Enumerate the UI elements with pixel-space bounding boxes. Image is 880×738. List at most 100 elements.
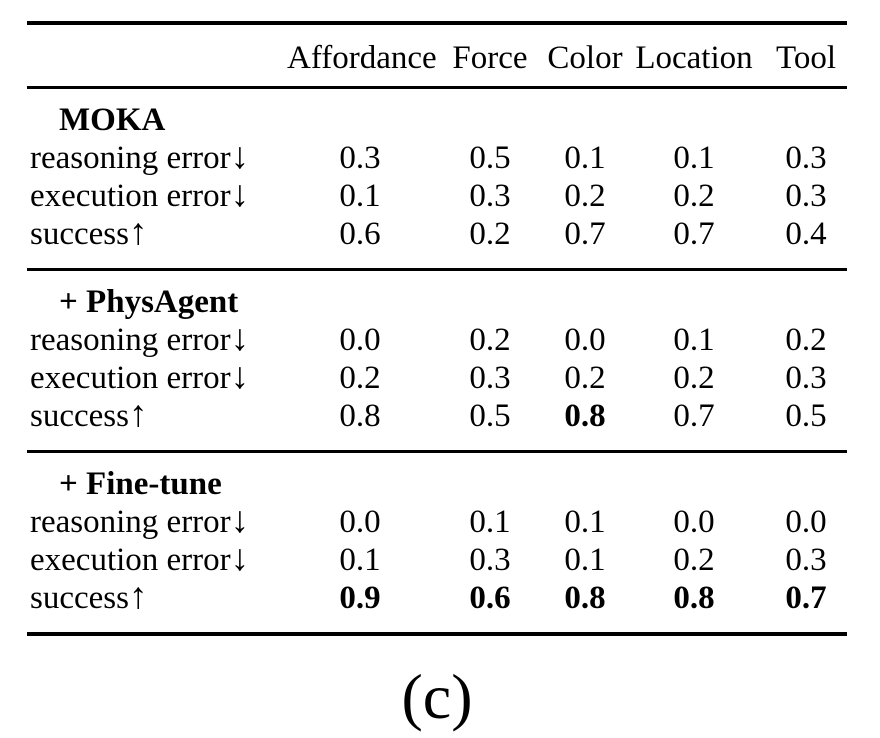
row-label-cell: success↑	[27, 211, 287, 270]
table-cell: 0.5	[469, 398, 511, 434]
table-cell: 0.7	[564, 216, 606, 252]
table-cell: 0.3	[469, 360, 511, 396]
table-cell: 0.1	[673, 322, 715, 358]
column-header-force: Force	[452, 40, 528, 76]
table-row: execution error↓ 0.1 0.3 0.2 0.2 0.3	[27, 173, 847, 214]
subfigure-caption: (c)	[401, 661, 473, 732]
table-cell: 0.1	[339, 178, 381, 214]
table-cell: 0.1	[469, 504, 511, 540]
up-arrow-icon: ↑	[128, 575, 148, 616]
table-row: reasoning error↓ 0.3 0.5 0.1 0.1 0.3	[27, 135, 847, 176]
table-cell: 0.0	[339, 322, 381, 358]
row-label: reasoning error	[30, 504, 231, 540]
table-cell: 0.1	[564, 542, 606, 578]
table-cell: 0.3	[469, 542, 511, 578]
row-label: reasoning error	[30, 322, 231, 358]
table-cell: 0.8	[339, 398, 381, 434]
column-header-color: Color	[547, 40, 623, 76]
table-cell: 0.2	[564, 178, 606, 214]
table-row: execution error↓ 0.1 0.3 0.1 0.2 0.3	[27, 539, 847, 578]
table-row: success↑ 0.9 0.6 0.8 0.8 0.7	[27, 575, 847, 634]
down-arrow-icon: ↓	[230, 317, 250, 358]
table-row: reasoning error↓ 0.0 0.1 0.1 0.0 0.0	[27, 499, 847, 540]
table-cell: 0.2	[469, 216, 511, 252]
table-cell: 0.8	[564, 580, 606, 616]
group-header-row: MOKA	[27, 88, 847, 139]
group-header-spacer	[287, 88, 847, 139]
row-label-cell: success↑	[27, 395, 287, 452]
table-cell: 0.2	[673, 360, 715, 396]
table-cell: 0.0	[785, 504, 827, 540]
table-cell: 0.3	[469, 178, 511, 214]
table-cell: 0.5	[785, 398, 827, 434]
table-cell: 0.3	[339, 140, 381, 176]
down-arrow-icon: ↓	[230, 173, 250, 214]
row-label: execution error	[30, 542, 231, 578]
table-cell: 0.0	[564, 322, 606, 358]
group-name: + Fine-tune	[59, 466, 222, 502]
group-name: MOKA	[59, 102, 166, 138]
results-table: Affordance Force Color Location Tool MOK…	[27, 21, 847, 636]
section-physagent: + PhysAgent reasoning error↓ 0.0 0.2 0.0…	[27, 270, 847, 452]
row-label-cell: execution error↓	[27, 539, 287, 578]
table-cell: 0.3	[785, 178, 827, 214]
up-arrow-icon: ↑	[128, 211, 148, 252]
group-header-spacer	[287, 452, 847, 503]
header-corner-cell	[27, 23, 287, 88]
row-label: reasoning error	[30, 140, 231, 176]
table-header: Affordance Force Color Location Tool	[27, 23, 847, 88]
column-header-affordance: Affordance	[287, 40, 437, 76]
group-header-row: + PhysAgent	[27, 270, 847, 321]
table-cell: 0.9	[339, 580, 381, 616]
row-label: success	[30, 398, 129, 434]
table-cell: 0.3	[785, 140, 827, 176]
table-cell: 0.8	[673, 580, 715, 616]
table-cell: 0.3	[785, 542, 827, 578]
row-label-cell: reasoning error↓	[27, 135, 287, 176]
table-cell: 0.2	[339, 360, 381, 396]
table-cell: 0.2	[564, 360, 606, 396]
section-moka: MOKA reasoning error↓ 0.3 0.5 0.1 0.1 0.…	[27, 88, 847, 270]
column-header-location: Location	[635, 40, 753, 76]
table-cell: 0.7	[673, 216, 715, 252]
table-cell: 0.2	[785, 322, 827, 358]
table-cell: 0.5	[469, 140, 511, 176]
row-label-cell: execution error↓	[27, 355, 287, 396]
table-row: success↑ 0.8 0.5 0.8 0.7 0.5	[27, 395, 847, 452]
table-row: reasoning error↓ 0.0 0.2 0.0 0.1 0.2	[27, 317, 847, 358]
row-label-cell: success↑	[27, 575, 287, 634]
header-row: Affordance Force Color Location Tool	[27, 23, 847, 88]
table-cell: 0.2	[673, 542, 715, 578]
table-cell: 0.1	[673, 140, 715, 176]
row-label: success	[30, 580, 129, 616]
down-arrow-icon: ↓	[230, 355, 250, 396]
table-cell: 0.7	[785, 580, 827, 616]
table-cell: 0.7	[673, 398, 715, 434]
table-cell: 0.2	[469, 322, 511, 358]
table-cell: 0.3	[785, 360, 827, 396]
row-label-cell: reasoning error↓	[27, 499, 287, 540]
row-label-cell: execution error↓	[27, 173, 287, 214]
down-arrow-icon: ↓	[230, 135, 250, 176]
column-header-tool: Tool	[775, 40, 837, 76]
group-header-spacer	[287, 270, 847, 321]
group-header-row: + Fine-tune	[27, 452, 847, 503]
table-row: success↑ 0.6 0.2 0.7 0.7 0.4	[27, 211, 847, 270]
row-label: success	[30, 216, 129, 252]
down-arrow-icon: ↓	[230, 499, 250, 540]
table-cell: 0.6	[469, 580, 511, 616]
row-label: execution error	[30, 178, 231, 214]
table-cell: 0.2	[673, 178, 715, 214]
row-label: execution error	[30, 360, 231, 396]
table-cell: 0.0	[339, 504, 381, 540]
table-cell: 0.4	[785, 216, 827, 252]
table-cell: 0.1	[564, 504, 606, 540]
table-row: execution error↓ 0.2 0.3 0.2 0.2 0.3	[27, 355, 847, 396]
table-cell: 0.1	[564, 140, 606, 176]
table-cell: 0.1	[339, 542, 381, 578]
table-cell: 0.0	[673, 504, 715, 540]
table-cell: 0.6	[339, 216, 381, 252]
row-label-cell: reasoning error↓	[27, 317, 287, 358]
table-cell: 0.8	[564, 398, 606, 434]
